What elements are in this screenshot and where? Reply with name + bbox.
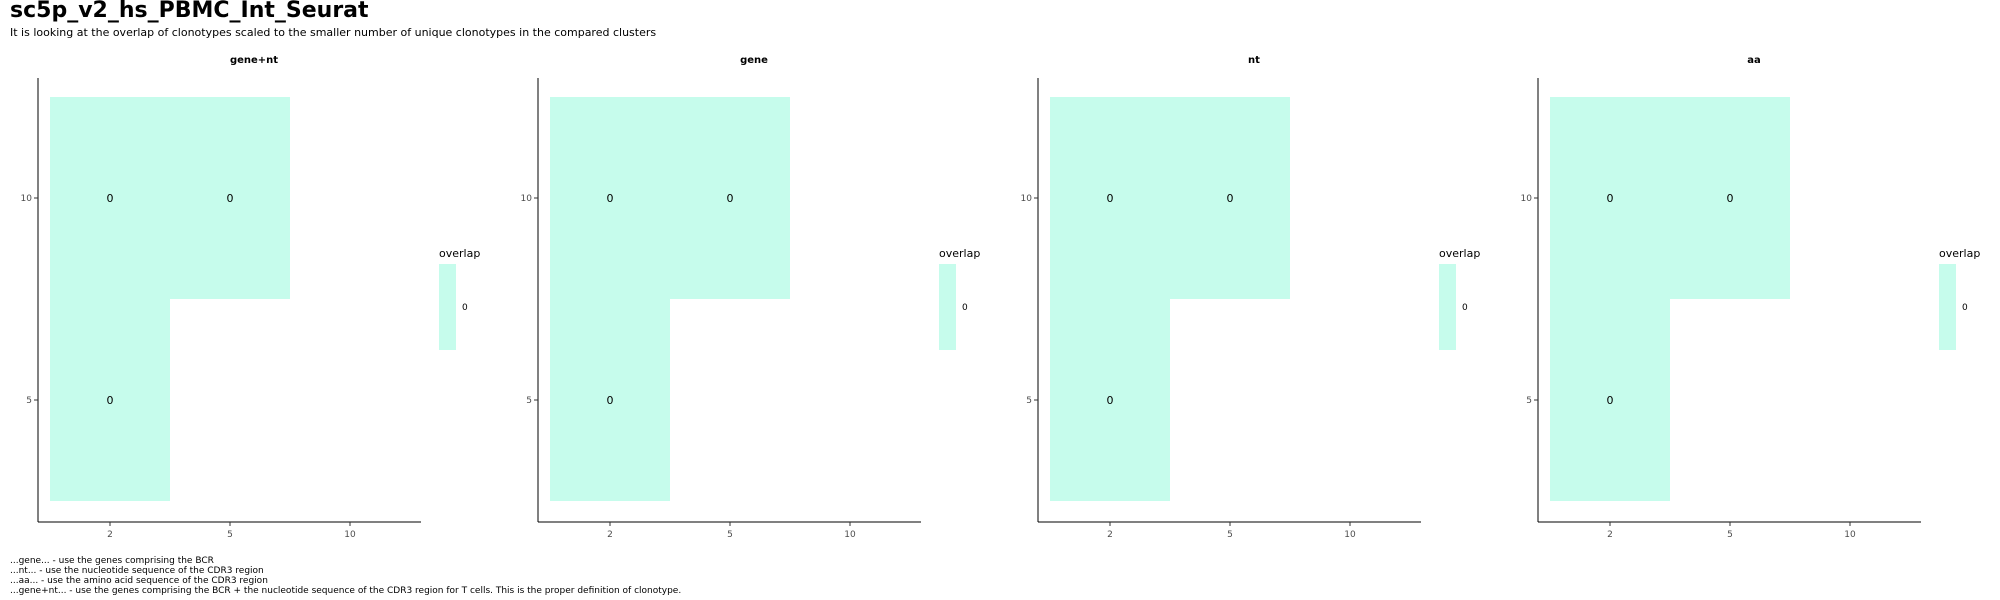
legend-label: 0 [1462,303,1468,313]
cell-value-label: 0 [607,394,614,407]
footer-notes: ...gene... - use the genes comprising th… [10,556,681,596]
heatmap-cell [50,299,170,501]
y-tick-label: 10 [21,194,33,204]
footer-note-gene: ...gene... - use the genes comprising th… [10,556,214,566]
x-tick-label: 10 [1844,530,1856,540]
heatmap-cell [550,299,670,501]
panel-title: gene [740,55,768,66]
page-title: sc5p_v2_hs_PBMC_Int_Seurat [10,0,369,23]
heatmap-cell [1670,97,1790,299]
heatmap-cell [1550,97,1670,299]
legend-label: 0 [962,303,968,313]
panel-title: aa [1747,55,1761,66]
heatmap-cell [1050,299,1170,501]
x-tick-label: 10 [844,530,856,540]
legend-title: overlap [1939,247,1980,260]
legend-color-bar [1939,264,1956,350]
x-tick-label: 2 [1607,530,1613,540]
heatmap-cell [1170,97,1290,299]
y-tick-label: 10 [521,194,533,204]
y-tick-label: 10 [1521,194,1533,204]
panel-title: nt [1248,55,1260,66]
heatmap-cell [1050,97,1170,299]
legend-color-bar [439,264,456,350]
cell-value-label: 0 [1107,192,1114,205]
cell-value-label: 0 [1727,192,1734,205]
cell-value-label: 0 [1607,192,1614,205]
footer-note-aa: ...aa... - use the amino acid sequence o… [10,576,268,586]
page-subtitle: It is looking at the overlap of clonotyp… [10,26,657,39]
x-tick-label: 5 [227,530,233,540]
cell-value-label: 0 [107,192,114,205]
legend-title: overlap [1439,247,1480,260]
y-tick-label: 5 [1026,396,1032,406]
heatmap-cell [1550,299,1670,501]
y-tick-label: 10 [1021,194,1033,204]
cell-value-label: 0 [1607,394,1614,407]
cell-value-label: 0 [727,192,734,205]
panel-title: gene+nt [230,55,278,66]
legend-color-bar [939,264,956,350]
cell-value-label: 0 [107,394,114,407]
cell-value-label: 0 [607,192,614,205]
legend-label: 0 [462,303,468,313]
cell-value-label: 0 [227,192,234,205]
y-tick-label: 5 [26,396,32,406]
x-tick-label: 5 [1727,530,1733,540]
x-tick-label: 5 [1227,530,1233,540]
heatmap-cell [550,97,670,299]
x-tick-label: 2 [1107,530,1113,540]
cell-value-label: 0 [1107,394,1114,407]
legend-label: 0 [1962,303,1968,313]
y-tick-label: 5 [526,396,532,406]
legend-title: overlap [939,247,980,260]
x-tick-label: 2 [107,530,113,540]
heatmap-cell [50,97,170,299]
x-tick-label: 2 [607,530,613,540]
footer-note-gene-nt: ...gene+nt... - use the genes comprising… [10,586,682,596]
x-tick-label: 10 [344,530,356,540]
heatmap-cell [670,97,790,299]
legend-color-bar [1439,264,1456,350]
footer-note-nt: ...nt... - use the nucleotide sequence o… [10,566,264,576]
x-tick-label: 5 [727,530,733,540]
y-tick-label: 5 [1526,396,1532,406]
legend-title: overlap [439,247,480,260]
heatmap-cell [170,97,290,299]
cell-value-label: 0 [1227,192,1234,205]
x-tick-label: 10 [1344,530,1356,540]
